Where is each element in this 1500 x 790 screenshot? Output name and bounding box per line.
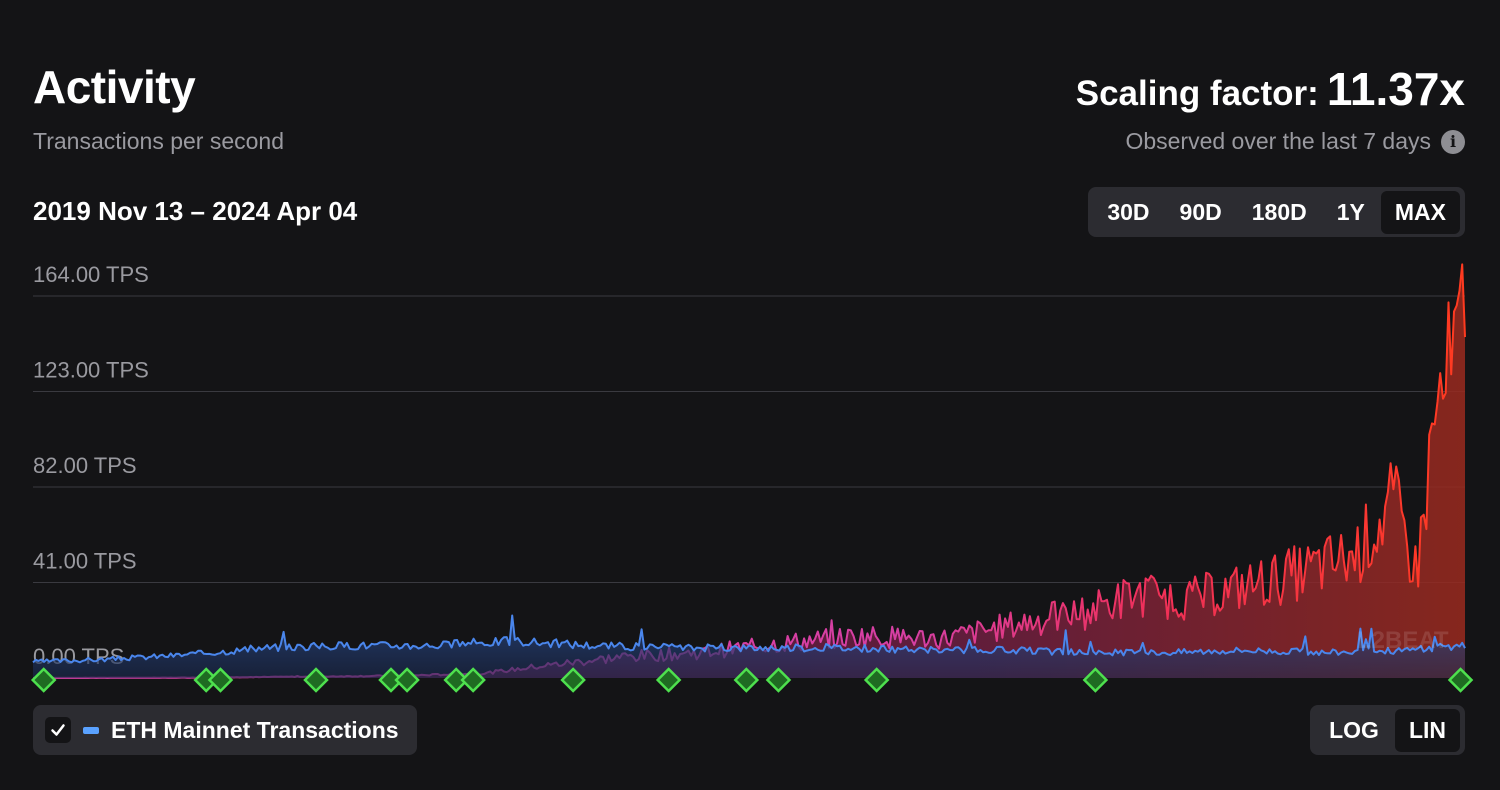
l2beat-watermark: L2BEAT bbox=[1357, 627, 1449, 654]
scaling-factor-label: Scaling factor: bbox=[1075, 74, 1319, 113]
info-icon[interactable]: i bbox=[1441, 129, 1465, 154]
scale-selector: LOG LIN bbox=[1310, 705, 1465, 755]
milestone-marker bbox=[207, 667, 234, 693]
observed-note: Observed over the last 7 days i bbox=[1125, 128, 1465, 155]
range-button-90d[interactable]: 90D bbox=[1179, 198, 1222, 225]
scaling-factor-value: 11.37x bbox=[1326, 63, 1465, 115]
checkmark-icon bbox=[51, 724, 65, 736]
series-eth-line bbox=[32, 614, 1466, 664]
milestone-marker bbox=[30, 667, 57, 693]
milestone-marker bbox=[733, 667, 760, 693]
scale-button-log[interactable]: LOG bbox=[1329, 716, 1379, 743]
milestone-marker bbox=[303, 667, 329, 693]
range-button-180d[interactable]: 180D bbox=[1251, 198, 1307, 225]
legend-checkbox[interactable] bbox=[45, 717, 71, 743]
milestone-marker bbox=[460, 667, 486, 693]
scaling-factor: Scaling factor: 11.37x bbox=[1076, 62, 1465, 116]
legend-swatch bbox=[83, 726, 99, 734]
y-tick-label: 123.00 TPS bbox=[33, 358, 149, 383]
y-tick-label: 82.00 TPS bbox=[33, 453, 137, 478]
y-tick-label: 164.00 TPS bbox=[33, 262, 149, 287]
page-title: Activity bbox=[33, 61, 196, 113]
milestone-marker bbox=[655, 667, 682, 693]
milestone-marker bbox=[863, 667, 890, 693]
milestone-marker bbox=[443, 667, 469, 693]
scale-button-lin[interactable]: LIN bbox=[1394, 708, 1460, 752]
milestone-marker bbox=[1082, 667, 1109, 693]
legend-label: ETH Mainnet Transactions bbox=[111, 716, 399, 743]
milestone-marker bbox=[765, 667, 792, 693]
milestone-marker bbox=[560, 667, 586, 693]
milestone-marker bbox=[394, 667, 420, 693]
y-tick-label: 41.00 TPS bbox=[33, 549, 137, 574]
time-range-selector: 30D 90D 180D 1Y MAX bbox=[1088, 187, 1465, 237]
range-button-1y[interactable]: 1Y bbox=[1336, 198, 1365, 225]
page-subtitle: Transactions per second bbox=[33, 128, 285, 154]
legend-item-eth-mainnet[interactable]: ETH Mainnet Transactions bbox=[33, 705, 417, 755]
milestone-marker bbox=[1447, 667, 1474, 693]
observed-text: Observed over the last 7 days bbox=[1125, 128, 1431, 154]
series-l2-area bbox=[33, 264, 1465, 678]
date-range: 2019 Nov 13 – 2024 Apr 04 bbox=[33, 196, 358, 226]
range-button-max[interactable]: MAX bbox=[1380, 190, 1460, 234]
range-button-30d[interactable]: 30D bbox=[1107, 198, 1150, 225]
